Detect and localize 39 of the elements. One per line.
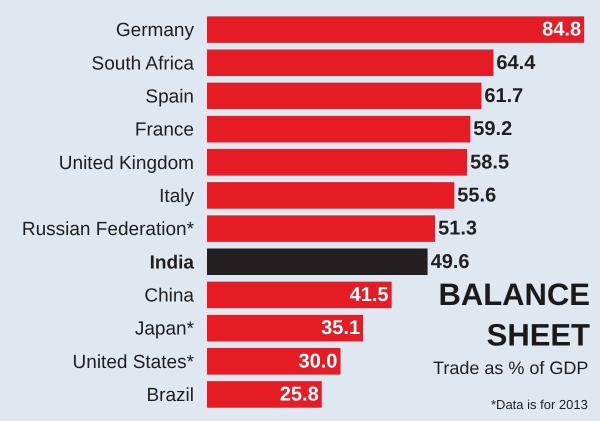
bar [207, 49, 494, 76]
data-label: 64.4 [496, 52, 536, 74]
bar [207, 282, 392, 308]
data-label: 35.1 [321, 317, 360, 340]
annotation: *Data is for 2013 [491, 397, 588, 412]
y-tick-label: Italy [159, 186, 194, 208]
data-label: 84.8 [542, 18, 582, 41]
y-tick-label: France [134, 120, 194, 141]
y-tick-label: South Africa [92, 53, 194, 74]
bar [207, 182, 454, 209]
y-tick-label: Brazil [146, 385, 194, 406]
bar [207, 16, 584, 43]
bar [207, 82, 482, 110]
data-label: 41.5 [350, 284, 389, 306]
data-label: 55.6 [457, 184, 496, 206]
y-tick-label: Germany [116, 20, 194, 42]
bar [207, 381, 322, 408]
data-label: 49.6 [430, 250, 470, 273]
y-tick-label: Russian Federation* [22, 219, 195, 240]
bar [207, 348, 340, 375]
data-label: 61.7 [484, 84, 524, 107]
bar [207, 314, 364, 342]
bar [207, 116, 470, 142]
y-tick-label: Japan* [134, 318, 195, 340]
bar [207, 248, 428, 276]
data-label: 51.3 [438, 218, 478, 240]
data-label: 58.5 [470, 151, 510, 174]
bar [207, 148, 468, 176]
bar [207, 215, 436, 242]
y-tick-label: United States* [72, 352, 195, 373]
data-label: 30.0 [298, 350, 338, 372]
data-label: 59.2 [473, 118, 512, 140]
y-tick-label: United Kingdom [58, 152, 194, 174]
text: BALANCE SHEET [438, 277, 590, 352]
text: Trade as % of GDP [433, 358, 588, 378]
y-tick-label: India [150, 252, 194, 274]
y-tick-label: China [144, 286, 194, 307]
data-label: 25.8 [280, 383, 319, 406]
y-tick-label: Spain [145, 86, 194, 108]
